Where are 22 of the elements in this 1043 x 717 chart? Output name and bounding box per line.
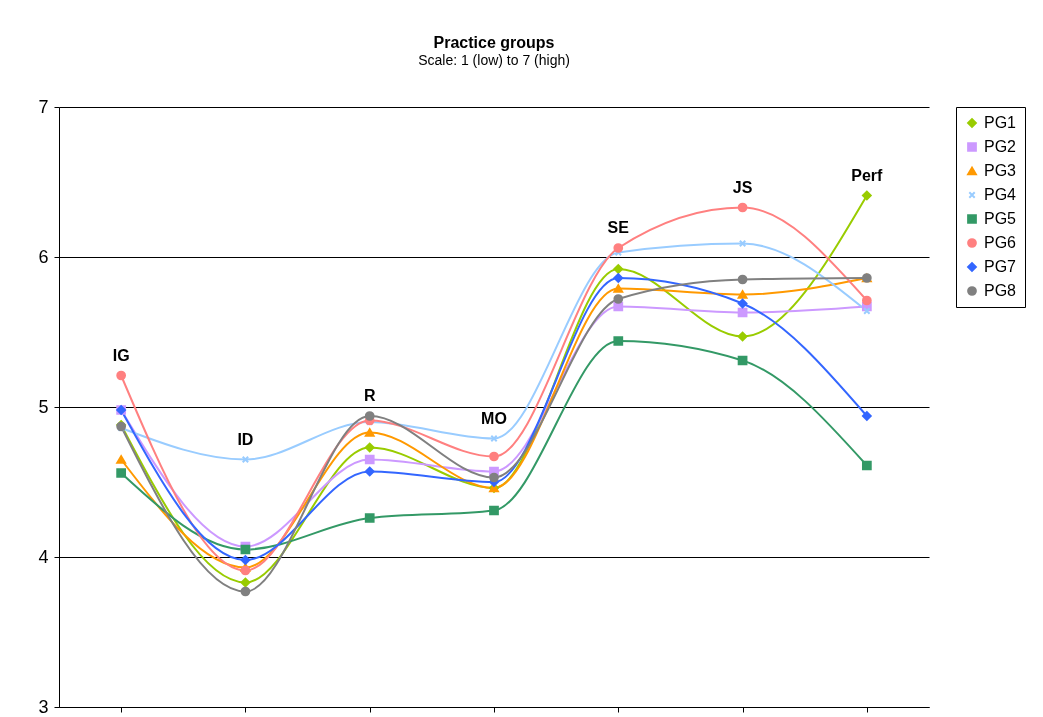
legend-label: PG2 [984, 138, 1017, 155]
y-tick-label: 5 [38, 396, 49, 417]
y-tick-label: 7 [38, 96, 49, 117]
chart-title: Practice groups [433, 34, 555, 51]
x-tick-label: SE [607, 219, 630, 236]
x-tick-label: IG [112, 346, 130, 364]
y-tick-label: 6 [38, 246, 49, 267]
x-tick-label: Perf [851, 166, 884, 184]
legend-label: PG8 [984, 282, 1017, 299]
legend-label: PG5 [984, 210, 1017, 227]
x-tick-label: JS [732, 178, 753, 196]
legend-label: PG3 [984, 162, 1017, 179]
legend-label: PG1 [984, 114, 1017, 131]
x-tick-label: MO [481, 409, 507, 427]
x-tick-label: R [363, 387, 376, 404]
chart-subtitle: Scale: 1 (low) to 7 (high) [418, 52, 570, 68]
legend-label: PG6 [984, 234, 1017, 251]
legend-label: PG4 [984, 186, 1017, 203]
y-tick-label: 3 [38, 696, 49, 717]
legend-label: PG7 [984, 258, 1017, 275]
y-tick-label: 4 [38, 546, 49, 567]
x-tick-label: ID [237, 430, 254, 448]
